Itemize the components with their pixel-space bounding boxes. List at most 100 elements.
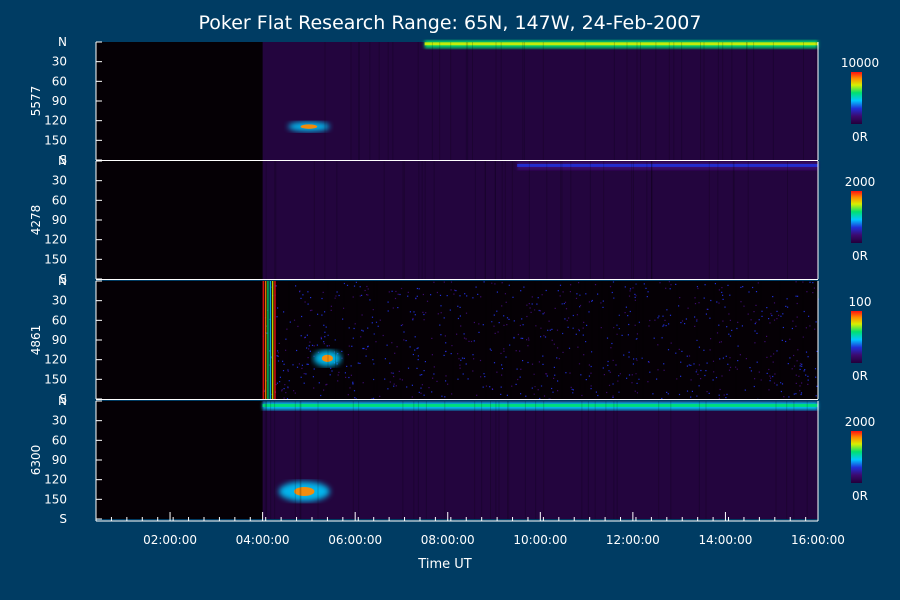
noise-pixel <box>337 380 339 382</box>
noise-pixel <box>534 386 536 388</box>
noise-pixel <box>679 297 681 299</box>
noise-pixel <box>391 342 393 344</box>
noise-pixel <box>694 325 696 327</box>
streak <box>392 42 394 160</box>
noise-pixel <box>423 394 425 396</box>
noise-pixel <box>647 381 649 383</box>
noise-pixel <box>528 339 530 341</box>
streak <box>613 281 615 399</box>
noise-pixel <box>704 374 706 377</box>
noise-pixel <box>409 346 411 348</box>
noise-pixel <box>407 367 410 369</box>
noise-pixel <box>659 282 661 284</box>
noise-pixel <box>540 327 542 329</box>
noise-pixel <box>503 348 505 350</box>
y-tick-label: 90 <box>52 453 67 467</box>
noise-pixel <box>615 364 617 366</box>
streak <box>579 281 581 399</box>
colorbar-min-label: 0R <box>852 489 868 503</box>
noise-pixel <box>807 383 809 385</box>
noise-pixel <box>399 293 401 296</box>
noise-pixel <box>538 309 540 312</box>
panel-5577: N 30 60 90 120 150 S 5577 10000 0R <box>29 35 879 167</box>
noise-pixel <box>459 315 461 317</box>
noise-pixel <box>661 397 663 400</box>
noise-pixel <box>520 393 522 395</box>
streak <box>635 281 637 399</box>
noise-pixel <box>346 284 349 286</box>
x-tick-label: 06:00:00 <box>328 533 382 547</box>
noise-pixel <box>726 393 728 395</box>
noise-pixel <box>680 361 682 363</box>
noise-pixel <box>392 307 394 309</box>
noise-pixel <box>688 364 690 366</box>
noise-pixel <box>696 286 698 288</box>
panel-label-4861: 4861 <box>29 325 43 356</box>
noise-pixel <box>300 335 302 337</box>
noise-pixel <box>546 375 548 377</box>
noise-pixel <box>612 396 614 398</box>
noise-pixel <box>795 281 797 283</box>
panel-label-5577: 5577 <box>29 86 43 117</box>
noise-pixel <box>809 325 811 327</box>
streak <box>266 401 268 519</box>
streak <box>403 161 405 279</box>
streak <box>735 281 737 399</box>
noise-pixel <box>445 380 447 382</box>
noise-pixel <box>576 293 578 295</box>
streak <box>616 281 618 399</box>
noise-pixel <box>360 336 362 338</box>
noise-pixel <box>600 327 602 329</box>
noise-pixel <box>755 304 757 306</box>
noise-pixel <box>594 284 597 286</box>
noise-pixel <box>522 337 524 339</box>
noise-pixel <box>638 378 640 380</box>
streak <box>793 401 795 519</box>
noise-pixel <box>437 313 439 315</box>
noise-pixel <box>693 363 695 365</box>
noise-pixel <box>648 325 650 327</box>
noise-pixel <box>646 296 648 298</box>
noise-pixel <box>690 364 692 366</box>
noise-pixel <box>795 382 797 384</box>
y-tick-label: 90 <box>52 94 67 108</box>
noise-pixel <box>685 318 687 320</box>
noise-pixel <box>542 363 544 365</box>
y-tick-label: N <box>58 394 67 408</box>
noise-pixel <box>602 306 604 308</box>
noise-pixel <box>597 293 599 295</box>
noise-pixel <box>423 313 425 316</box>
noise-pixel <box>696 318 698 321</box>
streak <box>598 281 600 399</box>
noise-pixel <box>526 339 528 341</box>
noise-pixel <box>678 305 680 307</box>
streak <box>490 401 491 519</box>
noise-pixel <box>407 291 409 293</box>
noise-pixel <box>286 328 288 330</box>
streak <box>700 42 701 160</box>
noise-pixel <box>440 312 442 314</box>
noise-pixel <box>816 350 818 352</box>
noise-pixel <box>342 318 344 320</box>
noise-pixel <box>537 389 539 391</box>
streak <box>696 281 698 399</box>
noise-pixel <box>576 314 578 316</box>
noise-pixel <box>662 325 664 327</box>
streak <box>534 281 535 399</box>
noise-pixel <box>489 386 491 388</box>
noise-pixel <box>664 319 666 321</box>
streak <box>698 401 700 519</box>
noise-pixel <box>798 375 800 377</box>
noise-pixel <box>444 396 446 398</box>
noise-pixel <box>447 383 449 385</box>
streak <box>787 161 788 279</box>
noise-pixel <box>393 385 395 387</box>
noise-pixel <box>667 349 670 351</box>
noise-pixel <box>346 365 348 367</box>
feature-4278-band <box>262 161 819 279</box>
noise-pixel <box>544 336 547 338</box>
noise-pixel <box>556 357 558 359</box>
noise-pixel <box>722 357 724 359</box>
noise-pixel <box>531 296 533 298</box>
noise-pixel <box>457 353 459 355</box>
